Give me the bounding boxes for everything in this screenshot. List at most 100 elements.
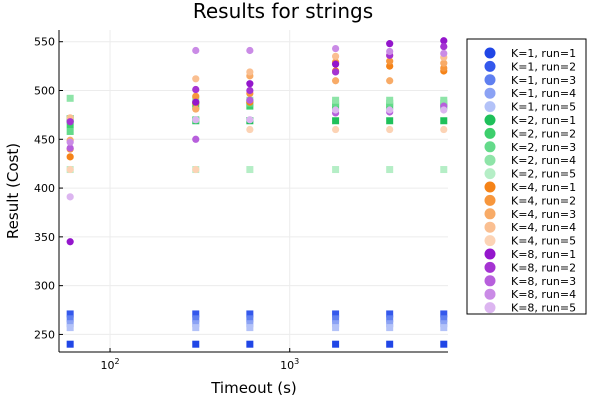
y-tick-label: 550 bbox=[34, 36, 55, 49]
data-point-circle bbox=[66, 193, 74, 201]
data-point-square bbox=[66, 315, 74, 323]
data-point-square bbox=[386, 117, 394, 125]
data-point-square bbox=[246, 324, 254, 332]
legend-marker bbox=[484, 74, 496, 86]
data-point-circle bbox=[386, 77, 394, 85]
data-point-square bbox=[440, 340, 448, 348]
data-point-circle bbox=[246, 116, 254, 124]
data-point-circle bbox=[192, 116, 200, 124]
data-point-square bbox=[440, 166, 448, 174]
y-tick-label: 300 bbox=[34, 280, 55, 293]
legend-label: K=8, run=4 bbox=[511, 288, 576, 301]
legend-label: K=1, run=1 bbox=[511, 47, 576, 60]
data-point-square bbox=[440, 324, 448, 332]
data-point-circle bbox=[440, 125, 448, 134]
data-point-square bbox=[332, 315, 340, 323]
data-point-circle bbox=[192, 105, 200, 113]
legend-label: K=8, run=2 bbox=[511, 261, 576, 274]
data-point-square bbox=[440, 117, 448, 125]
data-point-square bbox=[66, 324, 74, 332]
data-point-square bbox=[246, 310, 254, 318]
data-point-circle bbox=[66, 153, 74, 161]
y-axis-label: Result (Cost) bbox=[4, 143, 22, 239]
data-point-circle bbox=[66, 138, 74, 146]
data-point-square bbox=[332, 320, 340, 328]
legend-label: K=1, run=5 bbox=[511, 101, 576, 114]
data-point-circle bbox=[66, 118, 74, 126]
data-point-circle bbox=[331, 106, 340, 114]
data-point-square bbox=[440, 96, 448, 104]
data-point-circle bbox=[66, 144, 74, 152]
x-axis-ticks: 102 103 bbox=[100, 348, 299, 372]
data-point-circle bbox=[331, 125, 340, 134]
data-point-square bbox=[66, 340, 74, 348]
data-point-circle bbox=[331, 44, 340, 53]
legend-marker bbox=[484, 288, 496, 300]
legend-label: K=1, run=2 bbox=[511, 60, 576, 73]
legend-marker bbox=[484, 101, 496, 113]
legend-marker bbox=[484, 60, 496, 72]
legend-marker bbox=[484, 181, 496, 193]
data-point-circle bbox=[440, 37, 448, 45]
data-point-circle bbox=[440, 49, 448, 58]
data-point-square bbox=[332, 310, 340, 318]
legend-label: K=2, run=1 bbox=[511, 114, 576, 127]
data-point-square bbox=[332, 340, 340, 348]
data-point-square bbox=[246, 320, 254, 328]
legend-marker bbox=[484, 168, 496, 180]
data-point-circle bbox=[66, 238, 74, 246]
data-point-square bbox=[332, 96, 340, 104]
data-point-circle bbox=[386, 57, 394, 65]
data-point-square bbox=[66, 127, 74, 135]
legend: K=1, run=1K=1, run=2K=1, run=3K=1, run=4… bbox=[466, 38, 587, 315]
legend-label: K=8, run=3 bbox=[511, 275, 576, 288]
data-point-circle bbox=[440, 42, 448, 51]
data-point-circle bbox=[192, 46, 200, 55]
x-tick-label: 102 bbox=[100, 357, 119, 372]
data-point-circle bbox=[386, 106, 394, 114]
data-point-circle bbox=[246, 96, 254, 104]
data-point-circle bbox=[386, 125, 394, 134]
data-point-circle bbox=[246, 68, 254, 76]
y-tick-label: 350 bbox=[34, 231, 55, 244]
legend-marker bbox=[484, 194, 496, 206]
data-point-circle bbox=[386, 40, 394, 48]
legend-marker bbox=[484, 248, 496, 260]
legend-marker bbox=[484, 261, 496, 273]
data-point-square bbox=[440, 315, 448, 323]
legend-label: K=2, run=5 bbox=[511, 168, 576, 181]
data-point-circle bbox=[331, 52, 340, 60]
data-point-circle bbox=[246, 46, 254, 55]
legend-label: K=8, run=5 bbox=[511, 302, 576, 315]
data-point-square bbox=[192, 340, 200, 348]
y-tick-label: 400 bbox=[34, 182, 55, 195]
data-point-circle bbox=[192, 165, 200, 174]
x-tick-label: 103 bbox=[280, 357, 299, 372]
data-point-square bbox=[192, 310, 200, 318]
data-point-square bbox=[66, 320, 74, 328]
legend-label: K=2, run=2 bbox=[511, 127, 576, 140]
data-point-circle bbox=[246, 86, 254, 95]
data-point-square bbox=[246, 340, 254, 348]
legend-marker bbox=[484, 141, 496, 153]
data-point-circle bbox=[66, 165, 74, 174]
data-point-circle bbox=[246, 80, 254, 88]
legend-marker bbox=[484, 275, 496, 287]
legend-label: K=2, run=4 bbox=[511, 154, 576, 167]
data-point-square bbox=[192, 315, 200, 323]
data-point-square bbox=[386, 324, 394, 332]
data-point-square bbox=[246, 315, 254, 323]
legend-label: K=2, run=3 bbox=[511, 141, 576, 154]
data-point-square bbox=[332, 117, 340, 125]
data-point-circle bbox=[331, 68, 340, 76]
legend-label: K=1, run=4 bbox=[511, 87, 576, 100]
data-point-circle bbox=[192, 85, 200, 94]
legend-label: K=1, run=3 bbox=[511, 74, 576, 87]
legend-label: K=8, run=1 bbox=[511, 248, 576, 261]
data-point-square bbox=[440, 310, 448, 318]
legend-marker bbox=[484, 302, 496, 314]
data-point-square bbox=[192, 324, 200, 332]
data-point-circle bbox=[440, 59, 448, 67]
data-point-square bbox=[386, 310, 394, 318]
chart-title: Results for strings bbox=[193, 0, 373, 23]
